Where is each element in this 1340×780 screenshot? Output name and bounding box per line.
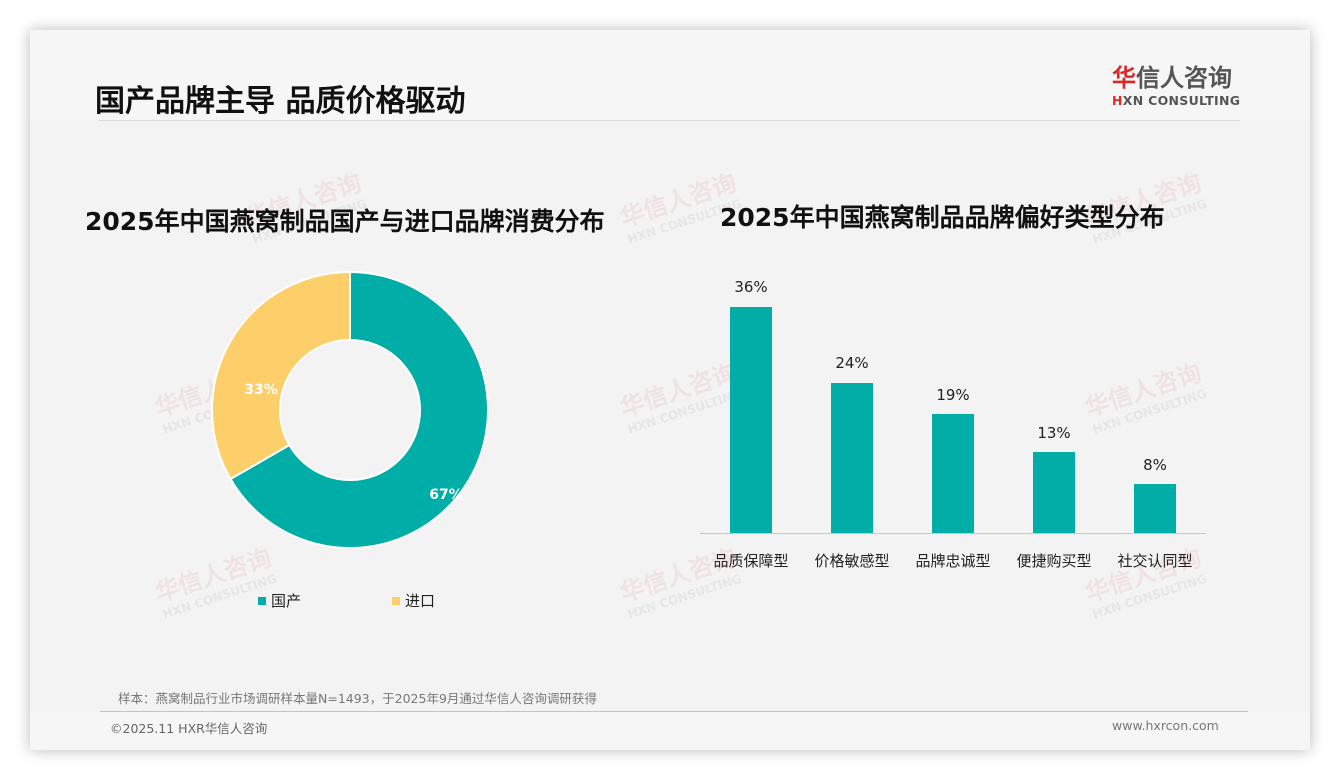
website-link[interactable]: www.hxrcon.com — [1112, 718, 1219, 733]
brand-logo: 华信人咨询 HXN CONSULTING — [1112, 64, 1242, 108]
bar-loyalty[interactable] — [932, 414, 974, 533]
bar-price[interactable] — [831, 383, 873, 533]
legend-item-domestic[interactable]: 国产 — [258, 590, 301, 611]
bar-chart-title: 2025年中国燕窝制品品牌偏好类型分布 — [720, 203, 1165, 232]
legend-swatch-yellow — [392, 596, 400, 605]
legend-item-imported[interactable]: 进口 — [392, 590, 435, 611]
x-axis — [700, 533, 1206, 534]
bar-value-label: 36% — [734, 278, 768, 296]
logo-cn-text: 信人咨询 — [1136, 64, 1232, 92]
bar-category-label: 价格敏感型 — [814, 552, 890, 570]
legend-swatch-teal — [258, 596, 266, 605]
donut-label-imported: 33% — [244, 382, 278, 398]
footer-divider — [100, 711, 1248, 712]
donut-slice-domestic[interactable] — [229, 270, 489, 549]
legend-label: 进口 — [405, 592, 436, 610]
bar-value-label: 24% — [835, 354, 869, 372]
donut-chart: 67% 33% — [211, 270, 489, 549]
bar-quality[interactable] — [730, 307, 772, 533]
header-band — [30, 30, 1310, 120]
title-divider — [98, 120, 1240, 121]
bar-chart: 36% 品质保障型 24% 价格敏感型 19% 品牌忠诚型 13% 便捷购买型 … — [700, 270, 1210, 590]
footer-band — [30, 712, 1310, 750]
bar-convenience[interactable] — [1033, 452, 1075, 533]
bar-value-label: 13% — [1037, 424, 1071, 442]
sample-note: 样本：燕窝制品行业市场调研样本量N=1493，于2025年9月通过华信人咨询调研… — [118, 691, 597, 706]
bar-value-label: 19% — [936, 386, 970, 404]
bar-value-label: 8% — [1143, 456, 1167, 474]
logo-accent: 华 — [1112, 64, 1136, 92]
donut-label-domestic: 67% — [429, 487, 463, 503]
bar-category-label: 社交认同型 — [1117, 552, 1193, 570]
donut-chart-title: 2025年中国燕窝制品国产与进口品牌消费分布 — [85, 207, 605, 236]
bar-category-label: 便捷购买型 — [1016, 552, 1092, 570]
logo-en-accent: H — [1112, 93, 1123, 108]
page-title: 国产品牌主导 品质价格驱动 — [95, 84, 466, 119]
bar-social[interactable] — [1134, 484, 1176, 533]
donut-slice-imported[interactable] — [211, 270, 351, 481]
logo-en-text: XN CONSULTING — [1122, 93, 1241, 108]
legend-label: 国产 — [271, 592, 302, 610]
bar-category-label: 品质保障型 — [713, 552, 789, 570]
copyright-text: ©2025.11 HXR华信人咨询 — [110, 721, 268, 736]
bar-category-label: 品牌忠诚型 — [915, 552, 991, 570]
